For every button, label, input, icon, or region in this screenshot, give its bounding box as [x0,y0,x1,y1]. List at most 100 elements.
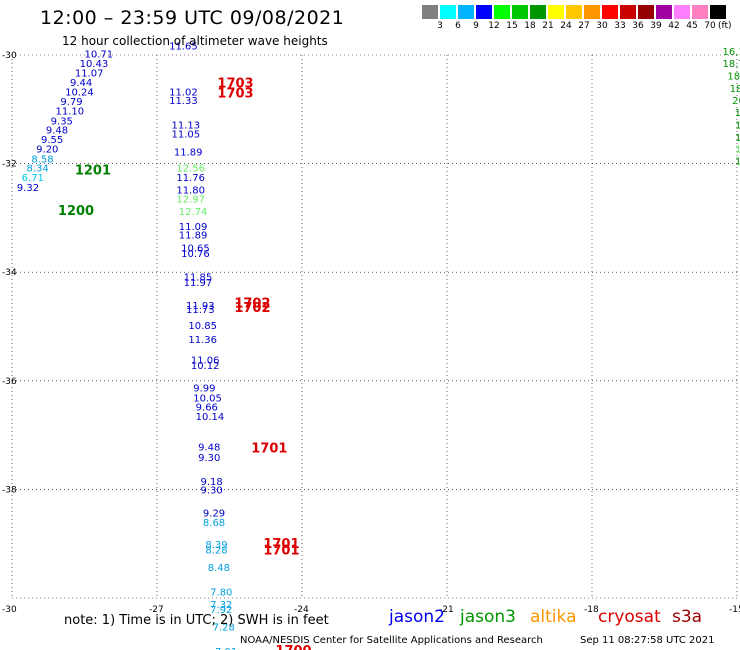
x-tick-label: -21 [439,605,454,615]
wave-height-label: 10.05 [193,393,222,404]
legend-swatch [710,5,726,19]
legend-swatch [638,5,654,19]
legend-label: 18 [524,21,536,31]
wave-height-label: 10.24 [65,88,94,99]
wave-height-label: 9.79 [60,97,82,108]
wave-height-label: 10.71 [85,50,114,61]
wave-height-label: 11.07 [75,69,104,80]
wave-height-label: 11.73 [186,305,215,316]
wave-height-label: 16. [735,133,740,144]
time-label: 1701 [263,544,299,559]
y-tick-label: -32 [2,160,17,170]
wave-height-label: 9.99 [193,384,215,395]
wave-height-label: 10.65 [181,244,210,255]
legend-swatch [548,5,564,19]
time-label: 1703 [217,77,253,92]
wave-height-label: 16.12 [723,47,740,58]
wave-height-label: 7.80 [210,587,232,598]
time-label: 1200 [58,204,94,219]
legend-swatch [692,5,708,19]
legend-swatch [566,5,582,19]
wave-height-label: 8.39 [205,540,227,551]
wave-height-label: 10.85 [188,321,217,332]
legend-swatch [458,5,474,19]
time-label: 1700 [275,644,311,650]
legend-swatch [512,5,528,19]
wave-height-label: 9.55 [41,135,63,146]
wave-height-label: 9.20 [36,145,58,156]
time-label: 1201 [75,163,111,178]
wave-height-label: 12.74 [179,207,208,218]
satellite-name-altika: altika [530,607,577,627]
wave-height-label: 11.13 [172,120,201,131]
wave-height-label: 20.0 [732,96,740,107]
legend-label: 30 [596,21,608,31]
wave-height-label: 11.85 [184,272,213,283]
wave-height-label: 7.92 [210,605,232,616]
wave-height-label: 12.56 [176,164,205,175]
legend-label: 12 [488,21,500,31]
wave-height-label: 7.91 [215,647,237,650]
wave-height-label: 8.28 [205,545,227,556]
page-subtitle: 12 hour collection of altimeter wave hei… [62,34,328,48]
observation-labels: 10.7110.4311.079.4410.249.7911.109.359.4… [17,42,740,650]
wave-height-label: 11.05 [172,130,201,141]
wave-height-label: 8.58 [31,155,53,166]
wave-height-label: 10.14 [196,412,225,423]
wave-height-label: 11.76 [176,173,205,184]
x-tick-label: -30 [2,605,17,615]
wave-height-label: 10.12 [191,361,220,372]
wave-height-label: 8.34 [27,164,49,175]
legend-swatch [422,5,438,19]
wave-height-label: 9.18 [201,477,223,488]
wave-height-label: 11.97 [184,278,213,289]
legend-label: 15 [506,21,518,31]
satellite-name-cryosat: cryosat [598,607,661,627]
wave-height-label: 11.36 [188,335,217,346]
wave-height-label: 9.44 [70,78,92,89]
x-tick-label: -24 [294,605,309,615]
y-tick-label: -30 [2,51,17,61]
y-tick-label: -38 [2,485,17,495]
wave-height-label: 11.06 [191,355,220,366]
wave-height-label: 14 [735,145,740,156]
legend-label: 6 [455,21,461,31]
time-label: 1703 [217,86,253,101]
wave-height-label: 12.97 [176,195,205,206]
wave-height-label: 6.71 [22,173,44,184]
wave-height-label: 9.48 [46,126,68,137]
legend-swatch [440,5,456,19]
wave-height-label: 11.10 [56,107,85,118]
axis-ticks: -30 -27 -24 -21 -18 -15 -30 -32 -34 -36 -38 [2,51,740,615]
legend-label: 3 [437,21,443,31]
wave-height-label: 11.02 [169,88,198,99]
time-label: 1702 [234,301,270,316]
legend-swatch [602,5,618,19]
legend-label: 9 [473,21,479,31]
legend-label: 24 [560,21,572,31]
time-label: 1701 [263,537,299,552]
wave-height-label: 8.48 [208,563,230,574]
legend-label: 21 [542,21,554,31]
legend-label: 70 [704,21,716,31]
satellite-name-jason2: jason2 [389,607,445,627]
wave-height-label: 17.4 [735,120,740,131]
wave-height-label: 9.30 [198,453,220,464]
wave-height-label: 18.58 [730,84,740,95]
map-grid [11,54,738,599]
satellite-name-jason3: jason3 [460,607,516,627]
wave-height-label: 11.80 [176,185,205,196]
legend-unit: (ft) [718,21,732,31]
wave-height-label: 7.28 [213,623,235,634]
footer-timestamp: Sep 11 08:27:58 UTC 2021 [580,635,715,646]
wave-height-label: 18.71 [723,59,740,70]
legend-swatch [674,5,690,19]
wave-height-label: 9.30 [201,486,223,497]
wave-height-label: 9.66 [196,403,218,414]
legend-label: 39 [650,21,662,31]
wave-height-label: 9.32 [17,183,39,194]
footer-note: note: 1) Time is in UTC; 2) SWH is in fe… [64,613,329,628]
wave-height-label: 10.76 [181,249,210,260]
wave-height-label: 10.43 [80,59,109,70]
wave-height-label: 11.09 [179,222,208,233]
